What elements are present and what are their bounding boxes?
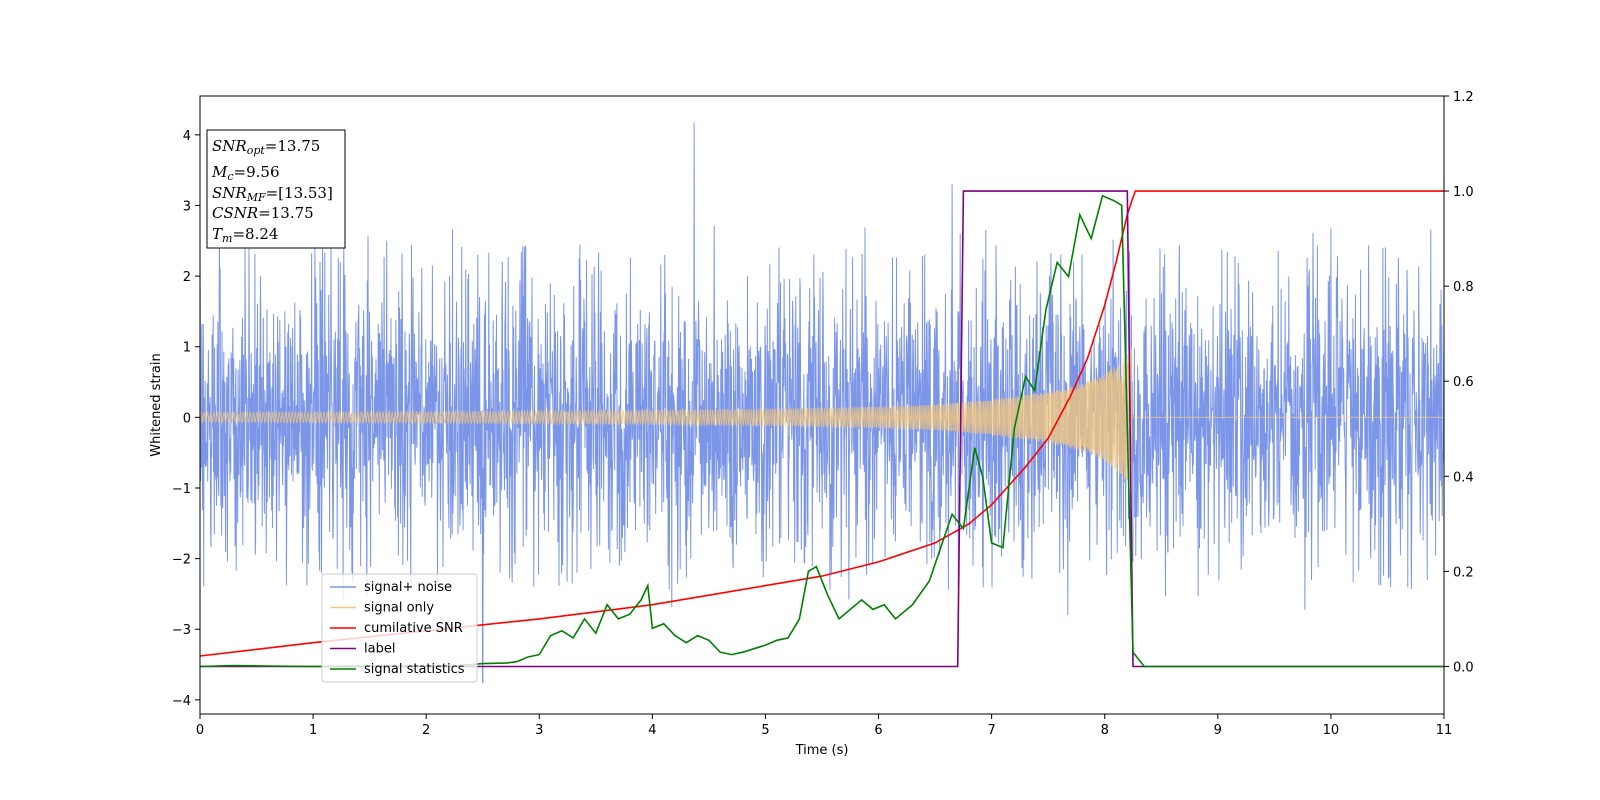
y-right-tick-label: 0.2 xyxy=(1453,565,1474,580)
y-left-tick-label: −2 xyxy=(172,553,191,568)
x-axis-label: Time (s) xyxy=(795,743,849,758)
x-axis: 0 1 2 3 4 5 6 7 8 9 10 11 xyxy=(196,714,1452,738)
y-left-tick-label: 0 xyxy=(183,411,191,426)
y-axis-label: Whitened strain xyxy=(149,353,164,456)
x-tick-label: 6 xyxy=(874,723,882,738)
y-right-tick-label: 0.0 xyxy=(1453,660,1474,675)
legend-label: cumilative SNR xyxy=(364,621,463,636)
x-tick-label: 11 xyxy=(1436,723,1453,738)
x-tick-label: 1 xyxy=(309,723,317,738)
stat-snr-mf: SNRMF=[13.53] xyxy=(212,184,333,204)
x-tick-label: 4 xyxy=(648,723,656,738)
legend-label: signal only xyxy=(364,601,434,616)
y-left-tick-label: 4 xyxy=(183,129,191,144)
y-left-tick-label: −3 xyxy=(172,623,191,638)
stat-tm: Tm=8.24 xyxy=(212,225,278,245)
legend-box xyxy=(321,573,478,683)
y-left-tick-label: −1 xyxy=(172,482,191,497)
stats-box xyxy=(206,129,346,249)
y-right-tick-label: 0.8 xyxy=(1453,280,1474,295)
y-right-tick-label: 0.4 xyxy=(1453,470,1474,485)
y-right-tick-label: 0.6 xyxy=(1453,375,1474,390)
x-tick-label: 9 xyxy=(1214,723,1222,738)
y-right-tick-label: 1.2 xyxy=(1453,90,1474,105)
stat-csnr: CSNR=13.75 xyxy=(212,204,314,222)
y-left-tick-label: 2 xyxy=(183,270,191,285)
legend-label: label xyxy=(364,642,395,657)
legend-label: signal statistics xyxy=(364,662,465,677)
x-tick-label: 8 xyxy=(1101,723,1109,738)
y-left-tick-label: −4 xyxy=(172,694,191,709)
series-layer xyxy=(200,122,1444,683)
series-cumulative-snr-line xyxy=(200,190,1444,657)
x-tick-label: 7 xyxy=(987,723,995,738)
x-tick-label: 5 xyxy=(761,723,769,738)
y-axis-right: 0.0 0.2 0.4 0.6 0.8 1.0 1.2 xyxy=(1444,90,1474,675)
stats-annotation: SNRopt=13.75 Mc=9.56 SNRMF=[13.53] CSNR=… xyxy=(206,129,346,249)
series-signal-noise-line xyxy=(200,122,1444,683)
y-axis-left: −4 −3 −2 −1 0 1 2 3 4 xyxy=(172,129,200,709)
x-tick-label: 0 xyxy=(196,723,204,738)
legend: signal+ noise signal only cumilative SNR la… xyxy=(321,573,478,683)
stat-mc: Mc=9.56 xyxy=(211,163,280,183)
y-right-tick-label: 1.0 xyxy=(1453,185,1474,200)
x-tick-label: 2 xyxy=(422,723,430,738)
y-left-tick-label: 1 xyxy=(183,341,191,356)
plot-frame xyxy=(199,95,1445,715)
x-tick-label: 3 xyxy=(535,723,543,738)
series-signal-only-line xyxy=(200,347,1444,484)
series-signal-statistics-line xyxy=(200,194,1444,668)
y-left-tick-label: 3 xyxy=(183,199,191,214)
x-tick-label: 10 xyxy=(1323,723,1340,738)
stat-snr-opt: SNRopt=13.75 xyxy=(212,137,320,157)
legend-label: signal+ noise xyxy=(364,580,452,595)
